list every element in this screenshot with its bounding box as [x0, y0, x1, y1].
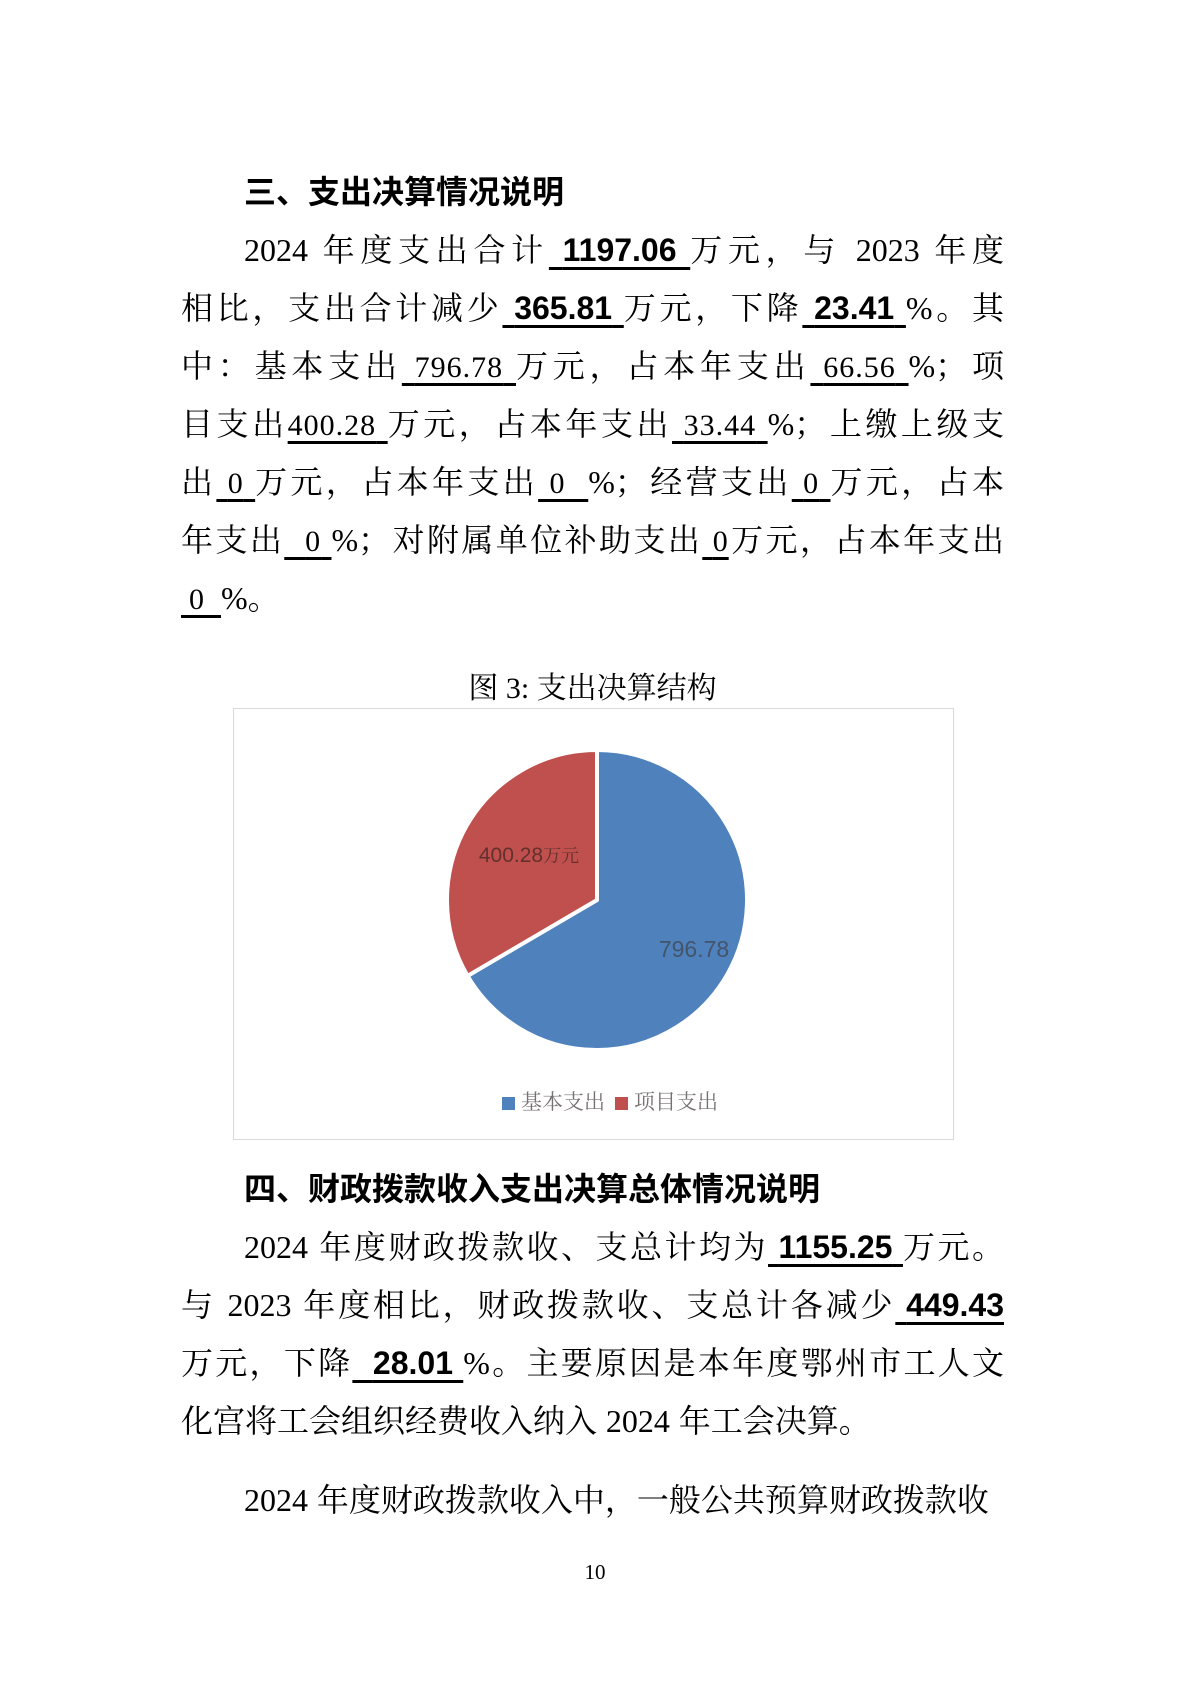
svg-text:796.78: 796.78 [659, 936, 729, 962]
svg-text:项目支出: 项目支出 [634, 1090, 718, 1114]
svg-text:400.28万元: 400.28万元 [479, 844, 579, 867]
svg-text:基本支出: 基本支出 [521, 1090, 605, 1114]
